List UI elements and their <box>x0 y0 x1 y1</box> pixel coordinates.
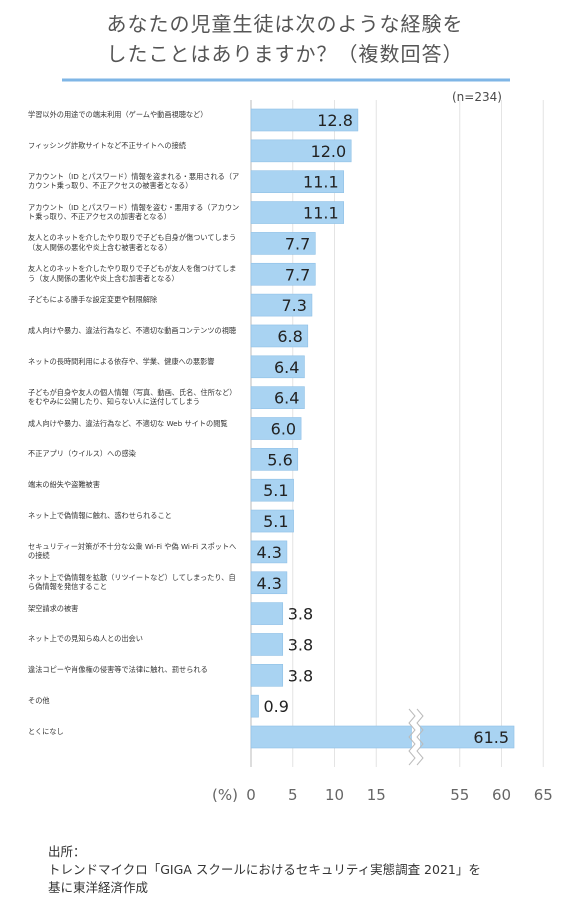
value-label: 5.6 <box>267 450 292 469</box>
source: トレンドマイクロ「GIGA スクールにおけるセキュリティ実態調査 2021」を <box>48 862 481 877</box>
axis-break <box>416 708 424 766</box>
category-label: 学習以外の用途での端末利用（ゲームや動画視聴など） <box>28 110 208 119</box>
bar <box>250 663 284 687</box>
value-label: 12.0 <box>311 142 347 161</box>
value-label: 4.3 <box>256 543 281 562</box>
category-label: セキュリティー対策が不十分な公衆 Wi-Fi や偽 Wi-Fi スポットへの接続 <box>28 541 237 561</box>
value-label: 6.0 <box>271 420 296 439</box>
value-label: 7.7 <box>285 234 310 253</box>
bar <box>250 509 294 533</box>
category-label: ネット上で偽情報に触れ、惑わせられること <box>28 511 172 521</box>
value-label: 0.9 <box>264 697 289 716</box>
category-label: 成人向けや暴力、違法行為など、不適切な Web サイトの閲覧 <box>28 418 228 428</box>
category-label: 成人向けや暴力、違法行為など、不適切な動画コンテンツの視聴 <box>28 325 237 335</box>
bar <box>250 417 302 440</box>
category-label: 不正アプリ（ウイルス）への感染 <box>28 449 136 459</box>
category-label: 子どもによる勝手な設定変更や制限解除 <box>28 295 158 305</box>
bar <box>250 478 294 502</box>
bar <box>250 262 316 286</box>
value-label: 3.8 <box>288 666 313 685</box>
x-tick-label: 0 <box>246 786 256 804</box>
value-label: 6.4 <box>274 389 299 408</box>
value-label: 11.1 <box>303 173 339 192</box>
bar <box>250 232 316 255</box>
value-label: 5.1 <box>263 512 288 531</box>
category-label: フィッシング詐欺サイトなど不正サイトへの接続 <box>28 140 186 150</box>
bar <box>250 355 305 379</box>
category-label: アカウント（ID とパスワード）情報を盗まれる・悪用される（アカウント乗っ取り、… <box>28 171 240 191</box>
category-label: 友人とのネットを介したやり取りで子ども自身が傷ついてしまう（友人関係の悪化や炎上… <box>28 233 237 252</box>
value-label: 7.3 <box>282 296 307 315</box>
bar <box>250 201 344 224</box>
chart-title: したことはありますか？（複数回答） <box>106 42 464 66</box>
bar <box>250 324 309 348</box>
value-label: 3.8 <box>288 605 313 624</box>
axis-break-gap <box>412 723 420 751</box>
bar <box>250 139 352 163</box>
category-label: 子どもが自身や友人の個人情報（写真、動画、氏名、住所など）をむやみに公開したり、… <box>28 387 237 407</box>
bar <box>250 293 313 317</box>
x-tick-label: 10 <box>325 786 344 804</box>
value-label: 3.8 <box>288 635 313 654</box>
value-label: 61.5 <box>473 728 509 747</box>
bar <box>250 694 259 718</box>
bar <box>250 571 288 595</box>
category-label: ネットの長時間利用による依存や、学業、健康への悪影響 <box>28 356 215 366</box>
x-tick-label: 5 <box>288 786 298 804</box>
category-label: アカウント（ID とパスワード）情報を盗む・悪用する（アカウント乗っ取り、不正ア… <box>28 202 240 222</box>
bar <box>250 725 515 749</box>
bar <box>250 386 305 409</box>
category-label: 友人とのネットを介したやり取りで子どもが友人を傷つけてしまう（友人関係の悪化や炎… <box>28 264 237 283</box>
value-label: 7.7 <box>285 265 310 284</box>
axis-break <box>408 708 416 766</box>
x-axis-label: (%) <box>212 786 238 804</box>
bar <box>250 633 284 656</box>
value-label: 6.8 <box>277 327 302 346</box>
bar <box>250 108 359 132</box>
bar <box>250 602 284 625</box>
value-label: 12.8 <box>317 111 353 130</box>
value-label: 4.3 <box>256 574 281 593</box>
x-tick-label: 15 <box>367 786 386 804</box>
category-label: 架空請求の被害 <box>28 603 79 613</box>
category-label: ネット上での見知らぬ人との出会い <box>28 634 143 644</box>
source: 基に東洋経済作成 <box>48 880 149 895</box>
source: 出所： <box>48 844 86 859</box>
value-label: 5.1 <box>263 481 288 500</box>
bar <box>250 540 288 564</box>
note: (n=234) <box>452 90 502 104</box>
category-label: 端末の紛失や盗難被害 <box>28 480 100 490</box>
category-label: とくになし <box>28 727 64 736</box>
value-label: 11.1 <box>303 204 339 223</box>
category-label: 違法コピーや肖像権の侵害等で法律に触れ、罰せられる <box>28 665 208 675</box>
x-tick-label: 65 <box>534 786 553 804</box>
category-label: その他 <box>28 696 50 706</box>
chart-title: あなたの児童生徒は次のような経験を <box>106 12 464 36</box>
value-label: 6.4 <box>274 358 299 377</box>
x-tick-label: 55 <box>450 786 469 804</box>
bar <box>250 170 344 193</box>
bar <box>250 448 299 471</box>
category-label: ネット上で偽情報を拡散（リツイートなど）してしまったり、自ら偽情報を発信すること <box>28 572 236 592</box>
x-tick-label: 60 <box>492 786 511 804</box>
